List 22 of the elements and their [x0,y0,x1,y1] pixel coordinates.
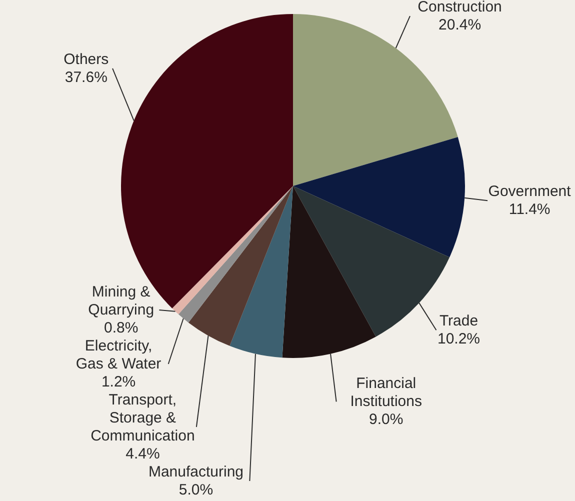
slice-label: Transport, Storage & Communication [90,392,195,444]
slice-label: Manufacturing [148,464,244,480]
data-label: 11.4% [508,201,550,218]
pie-slice [293,136,465,258]
data-label: 5.0% [178,482,214,498]
pie-slice [282,186,376,358]
data-label: 1.2% [101,374,136,390]
data-label: 20.4% [438,16,482,34]
slice-label: Construction [418,0,502,16]
slice-label: Others [64,50,109,68]
data-label: 10.2% [437,330,480,348]
slice-label: Electricity, Gas & Water [76,338,162,372]
slice-label: Government [488,183,572,200]
pie-slice [188,186,293,346]
slice-label: Trade [439,312,478,330]
data-label: 9.0% [369,411,404,428]
slice-label: Financial Institutions [350,375,422,410]
data-label: 4.4% [126,446,160,462]
slice-label: Mining & Quarrying [88,284,154,318]
pie-slice [230,186,293,358]
data-label: 37.6% [64,68,108,86]
data-label: 0.8% [104,320,138,336]
